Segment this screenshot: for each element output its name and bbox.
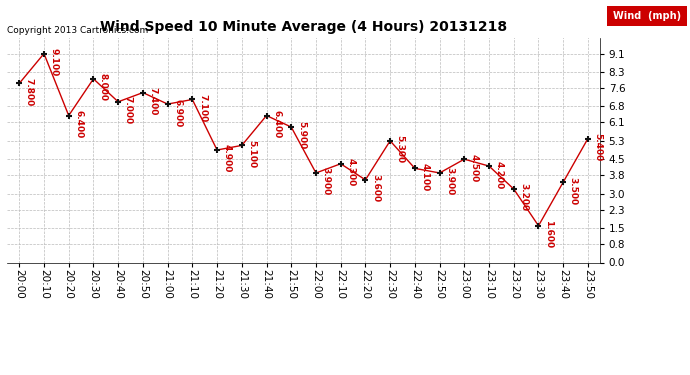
Text: 7.800: 7.800 [25,78,34,106]
Text: 6.400: 6.400 [272,110,281,138]
Text: 6.400: 6.400 [75,110,83,138]
Text: 6.900: 6.900 [173,99,182,127]
Text: 5.100: 5.100 [247,140,257,168]
Text: 3.900: 3.900 [445,167,454,196]
Text: 5.900: 5.900 [297,122,306,150]
Title: Wind Speed 10 Minute Average (4 Hours) 20131218: Wind Speed 10 Minute Average (4 Hours) 2… [100,20,507,33]
Text: Wind  (mph): Wind (mph) [613,11,681,21]
Text: 5.300: 5.300 [395,135,405,164]
Text: 4.500: 4.500 [470,154,479,182]
Text: 4.100: 4.100 [420,163,429,191]
Text: 7.400: 7.400 [148,87,157,116]
Text: 1.600: 1.600 [544,220,553,248]
Text: 7.100: 7.100 [198,94,207,122]
Text: 4.300: 4.300 [346,158,355,186]
Text: 7.000: 7.000 [124,96,132,124]
Text: 5.400: 5.400 [593,133,602,161]
Text: 8.000: 8.000 [99,73,108,101]
Text: 4.200: 4.200 [495,160,504,189]
Text: Copyright 2013 Cartronics.com: Copyright 2013 Cartronics.com [7,26,148,35]
Text: 3.900: 3.900 [322,167,331,196]
Text: 3.200: 3.200 [520,183,529,211]
Text: 9.100: 9.100 [50,48,59,76]
Text: 3.600: 3.600 [371,174,380,202]
Text: 3.500: 3.500 [569,177,578,205]
Text: 4.900: 4.900 [223,144,232,173]
